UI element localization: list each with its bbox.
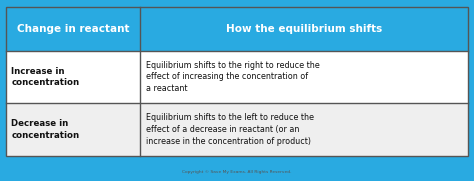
Bar: [140, 51, 468, 103]
Text: Equilibrium shifts to the right to reduce the
effect of increasing the concentra: Equilibrium shifts to the right to reduc…: [146, 61, 319, 93]
Bar: [140, 103, 468, 156]
Text: Decrease in
concentration: Decrease in concentration: [11, 119, 80, 140]
Bar: [6, 103, 140, 156]
Text: Equilibrium shifts to the left to reduce the
effect of a decrease in reactant (o: Equilibrium shifts to the left to reduce…: [146, 113, 313, 146]
Text: Increase in
concentration: Increase in concentration: [11, 67, 80, 87]
Bar: [6, 7, 468, 156]
Bar: [140, 7, 468, 51]
Text: How the equilibrium shifts: How the equilibrium shifts: [226, 24, 382, 34]
Bar: [6, 7, 140, 51]
Text: Change in reactant: Change in reactant: [17, 24, 129, 34]
Bar: [6, 51, 140, 103]
Text: Copyright © Save My Exams. All Rights Reserved.: Copyright © Save My Exams. All Rights Re…: [182, 170, 292, 174]
